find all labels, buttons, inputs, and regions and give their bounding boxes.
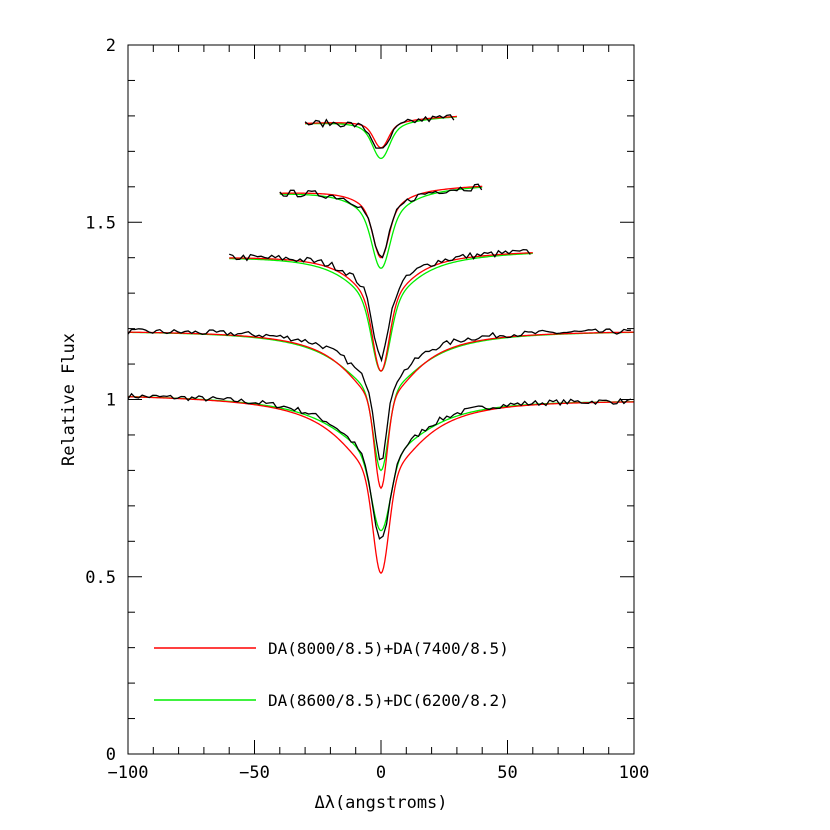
x-tick-label: 50 (497, 763, 517, 783)
x-tick-label: 100 (619, 763, 650, 783)
observed-line-1 (128, 392, 632, 540)
red-model-line-4 (279, 185, 483, 259)
red-model-line-2 (128, 331, 634, 490)
x-tick-label: −50 (239, 763, 270, 783)
y-tick-label: 0.5 (85, 568, 116, 588)
profile-1 (128, 392, 634, 575)
legend: DA(8000/8.5)+DA(7400/8.5) DA(8600/8.5)+DC… (154, 639, 509, 710)
observed-line-2 (128, 328, 631, 461)
observed-line-4 (279, 183, 483, 259)
observed-line-5 (304, 114, 455, 149)
y-tick-label: 1 (106, 391, 116, 411)
legend-label: DA(8000/8.5)+DA(7400/8.5) (268, 639, 509, 658)
red-model-line-3 (229, 252, 533, 372)
y-axis-label: Relative Flux (59, 333, 79, 466)
x-tick-label: 0 (376, 763, 386, 783)
green-model-line-5 (305, 116, 457, 160)
profile-2 (128, 328, 634, 490)
x-axis-label: Δλ(angstroms) (314, 793, 447, 813)
x-tick-label: −100 (108, 763, 149, 783)
red-model-line-1 (128, 396, 634, 575)
observed-line-3 (228, 248, 531, 363)
legend-label: DA(8600/8.5)+DC(6200/8.2) (268, 691, 509, 710)
profile-4 (279, 183, 483, 270)
y-tick-label: 0 (106, 745, 116, 765)
y-tick-label: 1.5 (85, 213, 116, 233)
profile-3 (228, 248, 533, 372)
profile-5 (304, 114, 457, 160)
y-tick-label: 2 (106, 36, 116, 56)
